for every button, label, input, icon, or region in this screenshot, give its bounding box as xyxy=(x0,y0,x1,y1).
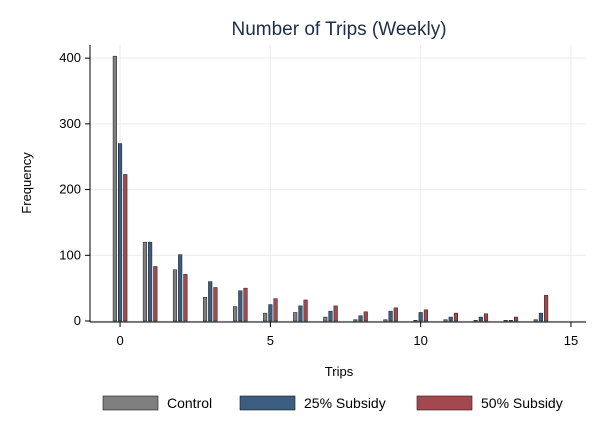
y-tick-label: 100 xyxy=(59,247,81,262)
bar-control xyxy=(172,269,178,322)
x-tick-label: 10 xyxy=(413,333,427,348)
bar-50-subsidy xyxy=(183,274,188,322)
bar-control xyxy=(233,306,238,322)
x-tick-label: 0 xyxy=(116,333,123,348)
bar-50-subsidy xyxy=(393,307,398,322)
bar-25-subsidy xyxy=(508,320,513,322)
bar-control xyxy=(383,319,388,322)
bar-25-subsidy xyxy=(178,254,183,322)
gridlines xyxy=(90,45,586,322)
bar-control xyxy=(112,55,117,322)
bar-25-subsidy xyxy=(298,305,303,322)
bar-25-subsidy xyxy=(358,315,363,322)
bar-25-subsidy xyxy=(208,281,213,322)
tick-labels: 0 100 200 300 400 0 5 10 15 xyxy=(59,50,578,348)
y-tick-label: 400 xyxy=(59,50,81,65)
bar-50-subsidy xyxy=(453,312,458,322)
bar-50-subsidy xyxy=(483,313,489,322)
x-tick-label: 5 xyxy=(267,333,274,348)
bar-50-subsidy xyxy=(273,298,278,322)
bar-50-subsidy xyxy=(423,309,428,322)
legend-label: 25% Subsidy xyxy=(304,395,386,411)
x-axis-label: Trips xyxy=(325,364,354,379)
bar-control xyxy=(142,241,147,322)
y-tick-label: 200 xyxy=(59,182,81,197)
bar-50-subsidy xyxy=(303,299,308,322)
bar-25-subsidy xyxy=(448,316,453,322)
bar-25-subsidy xyxy=(148,241,153,322)
bar-control xyxy=(533,319,538,322)
bar-50-subsidy xyxy=(243,287,248,322)
y-tick-label: 0 xyxy=(74,313,81,328)
bar-control xyxy=(202,297,208,322)
bar-50-subsidy xyxy=(544,295,549,322)
legend-swatch xyxy=(416,395,473,411)
bar-50-subsidy xyxy=(213,287,218,322)
bar-50-subsidy xyxy=(333,305,338,322)
legend-swatch xyxy=(102,395,159,411)
legend-label: Control xyxy=(167,395,212,411)
bar-control xyxy=(293,312,298,322)
axes xyxy=(89,45,586,323)
legend-swatch xyxy=(239,395,296,411)
bar-25-subsidy xyxy=(388,310,393,322)
y-tick-label: 300 xyxy=(59,116,81,131)
bar-25-subsidy xyxy=(238,290,243,322)
bar-25-subsidy xyxy=(538,312,543,322)
legend-label: 50% Subsidy xyxy=(481,395,563,411)
bar-50-subsidy xyxy=(153,266,158,322)
bar-25-subsidy xyxy=(478,316,483,322)
bar-25-subsidy xyxy=(418,312,423,322)
legend: Control 25% Subsidy 50% Subsidy xyxy=(102,395,563,411)
bar-control xyxy=(443,319,448,322)
bar-control xyxy=(503,320,508,322)
bar-25-subsidy xyxy=(328,310,333,322)
bar-25-subsidy xyxy=(268,304,273,322)
bar-control xyxy=(473,320,478,322)
bar-25-subsidy xyxy=(118,143,123,322)
bar-control xyxy=(353,319,358,322)
bar-control xyxy=(263,312,268,322)
x-tick-label: 15 xyxy=(564,333,578,348)
chart-title: Number of Trips (Weekly) xyxy=(231,19,446,40)
y-axis-label: Frequency xyxy=(19,152,34,214)
bar-50-subsidy xyxy=(123,174,128,322)
bar-control xyxy=(323,316,328,322)
bars xyxy=(112,55,549,322)
bar-50-subsidy xyxy=(363,311,368,322)
bar-control xyxy=(413,320,418,322)
bar-50-subsidy xyxy=(514,316,519,322)
